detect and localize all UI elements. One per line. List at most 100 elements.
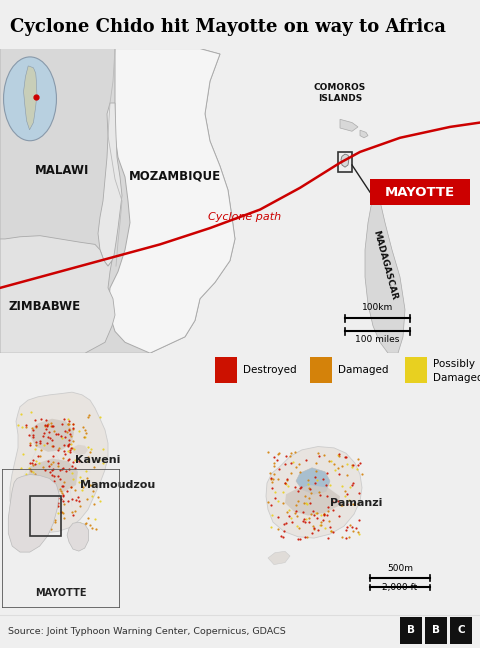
Text: 2,000 ft: 2,000 ft xyxy=(383,583,418,592)
Point xyxy=(67,439,74,449)
Point xyxy=(59,463,66,474)
Point xyxy=(33,491,41,502)
Point xyxy=(18,495,25,505)
Point xyxy=(48,464,56,474)
Point xyxy=(274,449,282,459)
Point xyxy=(60,495,67,505)
Point xyxy=(285,505,293,515)
Point xyxy=(36,450,44,461)
Point xyxy=(323,510,331,520)
Point xyxy=(34,451,42,461)
Point xyxy=(27,508,35,518)
Point xyxy=(46,467,54,477)
Point xyxy=(54,445,62,456)
Point xyxy=(80,432,88,442)
Point xyxy=(58,433,66,443)
Point xyxy=(297,483,304,493)
Point xyxy=(36,511,44,522)
Point xyxy=(355,515,363,526)
Point xyxy=(338,531,346,542)
Point xyxy=(274,512,281,522)
Point xyxy=(30,503,38,513)
Polygon shape xyxy=(296,468,330,494)
Point xyxy=(54,501,61,511)
Point xyxy=(270,457,277,468)
Polygon shape xyxy=(365,201,405,353)
Point xyxy=(335,451,343,461)
Point xyxy=(41,484,48,494)
Point xyxy=(58,419,65,429)
Point xyxy=(342,533,349,543)
Point xyxy=(51,517,59,527)
Point xyxy=(315,450,323,461)
Point xyxy=(68,468,75,478)
Bar xyxy=(425,617,447,643)
Point xyxy=(286,451,294,461)
Point xyxy=(65,439,73,450)
Point xyxy=(312,457,320,468)
Point xyxy=(313,513,321,523)
Point xyxy=(296,522,303,533)
Point xyxy=(26,437,34,448)
Point xyxy=(322,480,330,490)
Point xyxy=(280,526,288,537)
Point xyxy=(88,480,96,491)
Point xyxy=(297,534,304,544)
Point xyxy=(41,421,49,431)
Point xyxy=(300,514,307,524)
Point xyxy=(291,447,299,457)
Point xyxy=(22,517,30,527)
Point xyxy=(334,496,342,506)
Point xyxy=(343,489,351,500)
Point xyxy=(268,509,276,520)
Point xyxy=(32,439,40,450)
Point xyxy=(19,421,26,432)
Point xyxy=(343,499,350,509)
Text: 100km: 100km xyxy=(362,303,393,312)
Circle shape xyxy=(3,57,57,141)
Point xyxy=(337,500,345,511)
Point xyxy=(56,474,64,485)
Point xyxy=(71,443,78,454)
Point xyxy=(39,431,47,441)
Point xyxy=(75,477,83,487)
Point xyxy=(68,431,75,441)
Point xyxy=(71,463,79,473)
Point xyxy=(308,527,316,538)
Point xyxy=(19,449,26,459)
Point xyxy=(32,422,39,432)
Point xyxy=(342,452,350,463)
Point xyxy=(81,432,89,442)
Point xyxy=(271,492,279,503)
Point xyxy=(320,509,328,519)
Point xyxy=(280,487,288,497)
Point xyxy=(60,413,68,424)
Point xyxy=(42,415,49,425)
Point xyxy=(294,496,302,506)
Point xyxy=(347,520,354,530)
Point xyxy=(294,511,301,521)
Point xyxy=(270,452,278,463)
Point xyxy=(72,494,80,505)
Point xyxy=(66,428,74,439)
Point xyxy=(20,478,27,488)
Point xyxy=(276,464,283,474)
Point xyxy=(64,440,72,450)
Point xyxy=(49,457,57,467)
Point xyxy=(282,478,289,488)
Point xyxy=(28,458,36,469)
Point xyxy=(36,487,44,497)
Point xyxy=(345,532,353,542)
Point xyxy=(22,517,30,527)
Point xyxy=(14,419,22,430)
Point xyxy=(314,524,322,535)
Point xyxy=(343,470,351,481)
Point xyxy=(302,498,310,508)
Point xyxy=(49,441,57,452)
Point xyxy=(348,480,356,491)
Polygon shape xyxy=(8,474,59,552)
Point xyxy=(65,424,73,434)
Point xyxy=(70,510,77,520)
Point xyxy=(305,517,313,527)
Point xyxy=(325,456,333,467)
